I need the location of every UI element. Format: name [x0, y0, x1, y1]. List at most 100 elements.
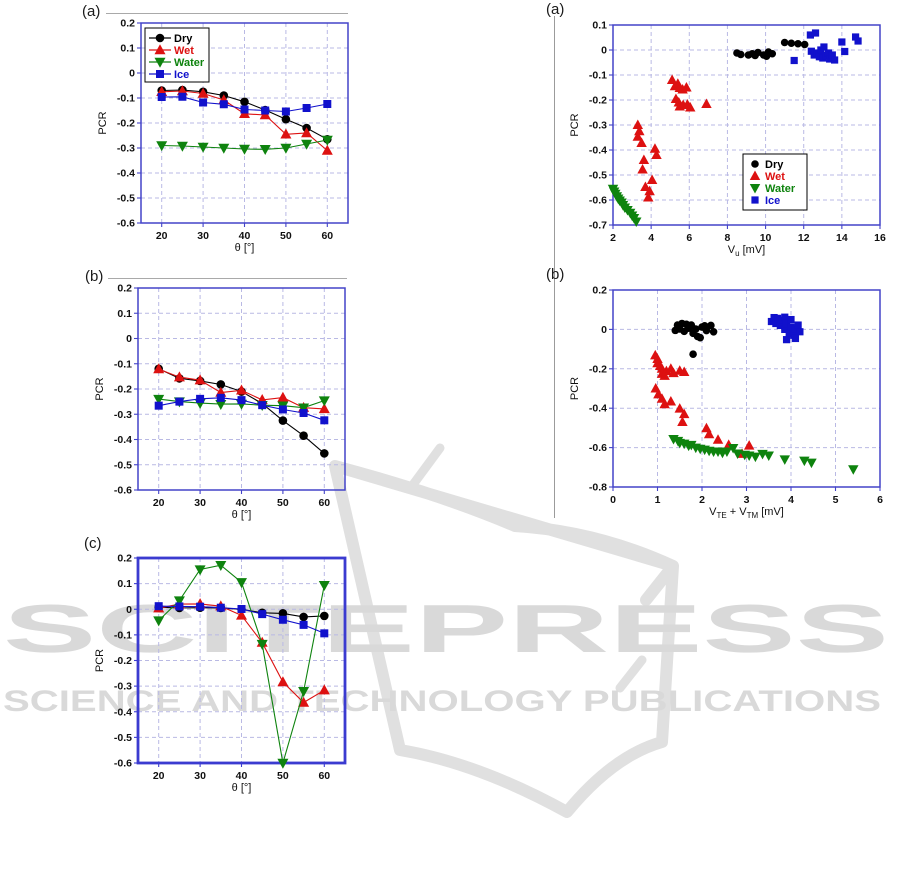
y-tick-label: -0.2 [117, 118, 135, 130]
y-tick-label: 0.1 [120, 43, 135, 55]
series-ice [154, 393, 329, 425]
series-water [156, 135, 333, 156]
panel-label-right-b: (b) [546, 266, 565, 283]
x-axis-title: θ [°] [232, 782, 252, 794]
y-tick-label: 0.1 [117, 308, 132, 320]
x-tick-label: 30 [194, 497, 206, 509]
y-tick-label: -0.6 [117, 218, 135, 230]
series-ice [157, 92, 332, 116]
legend-label: Wet [174, 45, 194, 57]
column-divider [554, 16, 555, 518]
plot-svg: 2 4 6 8 10 12 14 16 0.1 0 -0.1 -0.2 -0.3 -0.4 -0.5 -0.6… [569, 20, 886, 259]
legend-label: Dry [174, 33, 193, 45]
y-tick-label: -0.1 [114, 629, 132, 641]
panel-label-left-b: (b) [85, 268, 104, 285]
y-tick-label: 0 [126, 604, 132, 616]
y-tick-label: 0.1 [117, 578, 132, 590]
x-tick-label: 50 [277, 770, 289, 782]
x-axis-title: Vu [mV] [728, 244, 765, 258]
top-rule-left-b [108, 278, 347, 279]
panel-label-right-a: (a) [546, 1, 565, 18]
y-tick-label: -0.2 [589, 95, 607, 107]
series-ice [154, 602, 329, 638]
y-tick-label: 0 [601, 324, 607, 336]
series-water [668, 434, 859, 475]
y-tick-label: 0.2 [120, 18, 135, 30]
y-tick-label: 0 [129, 68, 135, 80]
series-water [153, 560, 330, 769]
y-axis-title: PCR [569, 113, 581, 136]
plot-svg: 0 1 2 3 4 5 6 0.2 0 -0.2 -0.4 -0.6 -0.8 PCR VTE + VTM … [569, 285, 883, 521]
x-tick-label: 60 [318, 770, 330, 782]
y-tick-label: -0.2 [114, 655, 132, 667]
y-tick-label: -0.5 [114, 459, 132, 471]
y-tick-label: -0.2 [589, 363, 607, 375]
watermark-wordmark: SCITEPRESS [3, 591, 889, 667]
x-tick-label: 50 [277, 497, 289, 509]
x-tick-label: 5 [833, 494, 839, 506]
x-tick-label: 40 [236, 497, 248, 509]
series-ice [767, 313, 804, 344]
y-tick-label: -0.4 [114, 434, 132, 446]
x-tick-label: 20 [153, 770, 165, 782]
x-tick-label: 6 [686, 232, 692, 244]
y-tick-label: 0.2 [592, 285, 607, 297]
x-tick-label: 4 [648, 232, 654, 244]
plot-svg: 20 30 40 50 60 0.2 0.1 0 -0.1 -0.2 -0.3 -0.4 -0.5 -0.… [94, 283, 346, 521]
watermark-slash-icon [615, 655, 647, 693]
y-tick-label: -0.5 [589, 170, 607, 182]
x-tick-label: 20 [156, 230, 168, 242]
series-dry [671, 319, 718, 359]
x-tick-label: 60 [318, 497, 330, 509]
watermark-subtitle: SCIENCE AND TECHNOLOGY PUBLICATIONS [3, 685, 881, 718]
y-tick-label: -0.4 [114, 706, 132, 718]
chart-left-b: 20 30 40 50 60 0.2 0.1 0 -0.1 -0.2 -0.3 -0.4 -0.5 -0.… [92, 283, 356, 535]
y-tick-label: -0.4 [117, 168, 135, 180]
y-tick-label: -0.6 [114, 485, 132, 497]
y-tick-label: -0.3 [114, 681, 132, 693]
x-tick-label: 8 [725, 232, 731, 244]
x-tick-label: 10 [760, 232, 772, 244]
chart-left-a: 20 30 40 50 60 0.2 0.1 0 -0.1 -0.2 -0.3 -0.4 -0.5 -0.… [95, 18, 357, 270]
y-tick-label: -0.1 [117, 93, 135, 105]
legend-label: Water [174, 57, 205, 69]
watermark-slash-icon [407, 443, 445, 491]
x-axis-title: θ [°] [232, 509, 252, 521]
x-tick-label: 4 [788, 494, 794, 506]
y-tick-label: 0.2 [117, 553, 132, 565]
y-tick-label: -0.3 [114, 409, 132, 421]
y-tick-label: -0.3 [589, 120, 607, 132]
x-tick-label: 30 [194, 770, 206, 782]
legend-label: Dry [765, 159, 784, 171]
panel-label-left-c: (c) [84, 535, 102, 552]
y-tick-label: -0.2 [114, 384, 132, 396]
y-axis-title: PCR [94, 377, 106, 400]
y-tick-label: -0.6 [114, 758, 132, 770]
y-axis-title: PCR [569, 377, 581, 400]
series-wet [650, 349, 755, 458]
y-tick-label: 0.2 [117, 283, 132, 295]
x-tick-label: 50 [280, 230, 292, 242]
open-book-icon [329, 460, 679, 818]
x-tick-label: 12 [798, 232, 810, 244]
y-tick-label: -0.6 [589, 442, 607, 454]
y-axis-title: PCR [94, 649, 106, 672]
x-tick-label: 6 [877, 494, 883, 506]
y-tick-label: -0.5 [114, 732, 132, 744]
x-tick-label: 40 [236, 770, 248, 782]
panel-label-left-a: (a) [82, 3, 101, 20]
x-tick-label: 60 [321, 230, 333, 242]
chart-right-a: 2 4 6 8 10 12 14 16 0.1 0 -0.1 -0.2 -0.3 -0.4 -0.5 -0.6… [567, 20, 893, 268]
plot-svg: 20 30 40 50 60 0.2 0.1 0 -0.1 -0.2 -0.3 -0.4 -0.5 -0.… [94, 553, 347, 794]
x-tick-label: 20 [153, 497, 165, 509]
legend-box [144, 27, 210, 83]
y-tick-label: -0.5 [117, 193, 135, 205]
x-tick-label: 0 [610, 494, 616, 506]
plot-svg: 20 30 40 50 60 0.2 0.1 0 -0.1 -0.2 -0.3 -0.4 -0.5 -0.… [97, 18, 349, 254]
top-rule-left-a [106, 13, 348, 14]
y-axis-title: PCR [97, 111, 109, 134]
series-ice [790, 29, 862, 65]
